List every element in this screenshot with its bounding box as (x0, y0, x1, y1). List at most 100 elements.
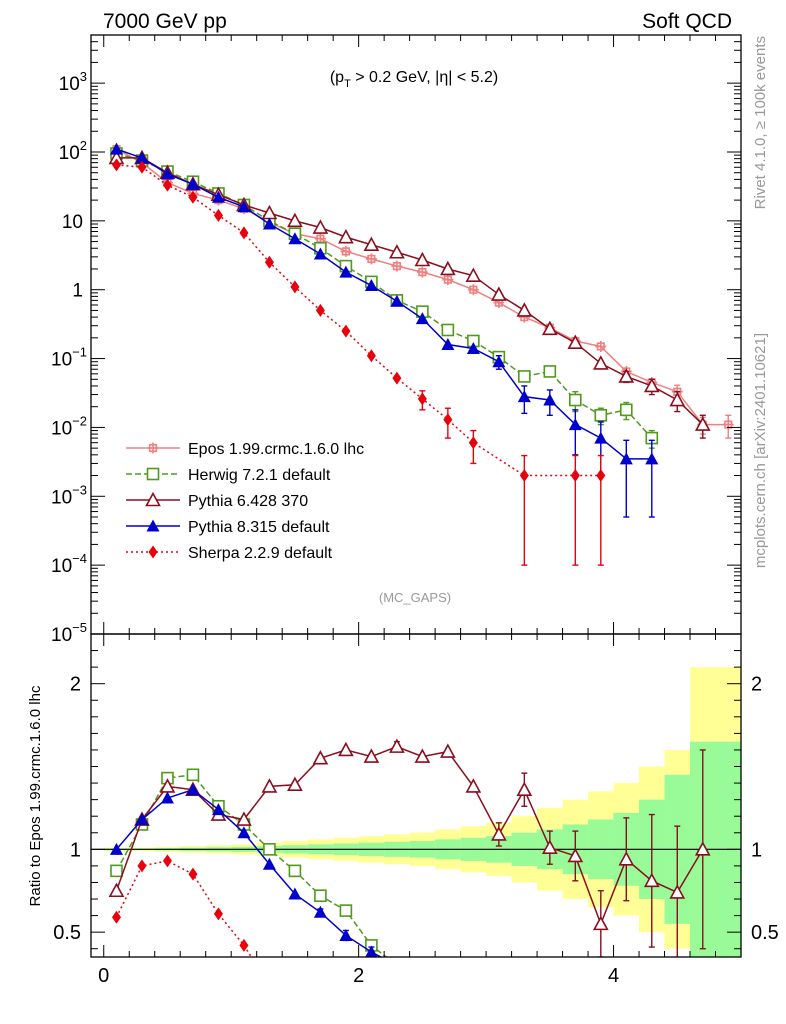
data-point (313, 905, 327, 918)
data-point (541, 839, 558, 854)
header-left: 7000 GeV pp (103, 10, 227, 33)
y-tick-label: 103 (59, 69, 87, 95)
data-point (135, 151, 149, 164)
series-line (116, 164, 601, 477)
data-point (363, 748, 380, 763)
data-point (643, 872, 660, 888)
data-point (287, 212, 303, 228)
data-point (389, 738, 405, 753)
ratio-y-tick-label: 1 (70, 839, 81, 861)
data-point (618, 368, 635, 383)
data-point (288, 232, 302, 245)
series-line (115, 860, 253, 957)
ratio-y-tick-label: 2 (751, 674, 762, 696)
data-point (465, 778, 482, 793)
x-tick-label: 2 (353, 965, 364, 987)
data-point (722, 419, 734, 431)
data-point (541, 320, 558, 336)
watermark: (MC_GAPS) (379, 590, 451, 605)
header-right: Soft QCD (642, 10, 732, 33)
data-point (137, 160, 147, 174)
data-point (366, 349, 376, 363)
data-point (239, 226, 249, 240)
y-tick-label: 10−5 (51, 620, 87, 646)
data-point (186, 177, 200, 190)
data-point (417, 392, 427, 406)
data-point (568, 418, 582, 431)
data-point (645, 452, 659, 465)
data-point (567, 334, 584, 349)
data-point (570, 469, 580, 483)
ratio-y-tick-label: 1 (751, 839, 762, 861)
data-point (569, 393, 582, 407)
legend-label: Herwig 7.2.1 default (188, 467, 331, 484)
data-point (340, 245, 352, 257)
data-point (237, 200, 251, 213)
data-point (619, 452, 633, 465)
data-point (137, 859, 147, 873)
legend-label: Pythia 8.315 default (188, 519, 330, 536)
ratio-frame (90, 633, 742, 958)
data-point (567, 847, 584, 863)
data-point (442, 274, 454, 286)
data-point (312, 750, 329, 765)
data-point (313, 247, 327, 260)
data-point (365, 253, 377, 265)
main-title: (pT > 0.2 GeV, |η| < 5.2) (330, 69, 498, 90)
data-point (338, 741, 354, 757)
data-point (211, 803, 225, 816)
data-point (389, 244, 405, 259)
legend-label: Sherpa 2.2.9 default (188, 545, 333, 562)
data-point (441, 338, 455, 351)
series-line (116, 157, 704, 426)
data-point (252, 959, 261, 972)
legend-label: Epos 1.99.crmc.1.6.0 lhc (188, 441, 364, 458)
data-point (236, 811, 252, 826)
data-point (466, 342, 480, 355)
series-pythia (109, 142, 659, 518)
data-point (390, 959, 403, 971)
data-point (416, 266, 428, 278)
series-line (116, 148, 652, 460)
y-tick-label: 1 (72, 281, 83, 302)
data-point (594, 408, 608, 422)
data-point (111, 158, 121, 172)
data-point (414, 748, 431, 763)
data-point (162, 178, 172, 192)
data-point (109, 842, 123, 855)
x-tick-label: 4 (608, 965, 619, 987)
data-point (186, 783, 200, 796)
data-point (516, 302, 533, 317)
x-tick-label: 0 (98, 965, 109, 987)
data-point (145, 491, 161, 507)
ratio-y-tick-label: 0.5 (751, 922, 779, 944)
data-point (186, 768, 200, 782)
data-point (290, 280, 300, 294)
data-point (160, 167, 174, 180)
data-point (314, 889, 327, 903)
y-tick-label: 10−3 (51, 482, 87, 508)
data-point (595, 340, 607, 352)
ratio-y-tick-label: 2 (70, 674, 81, 696)
data-point (390, 294, 404, 307)
data-point (111, 910, 121, 924)
data-point (365, 945, 378, 957)
data-point (592, 915, 609, 931)
data-point (619, 403, 633, 417)
data-point (468, 436, 478, 450)
series-line (115, 788, 383, 957)
data-point (288, 887, 302, 900)
data-point (669, 391, 686, 407)
data-point (391, 960, 402, 971)
data-point (543, 393, 557, 406)
data-point (339, 265, 353, 278)
y-tick-label: 10 (62, 212, 83, 233)
data-point (262, 857, 276, 870)
data-point (109, 142, 123, 155)
data-point (694, 841, 711, 856)
data-point (392, 371, 402, 385)
data-point (338, 228, 354, 244)
data-point (339, 928, 353, 941)
data-point (263, 843, 276, 856)
